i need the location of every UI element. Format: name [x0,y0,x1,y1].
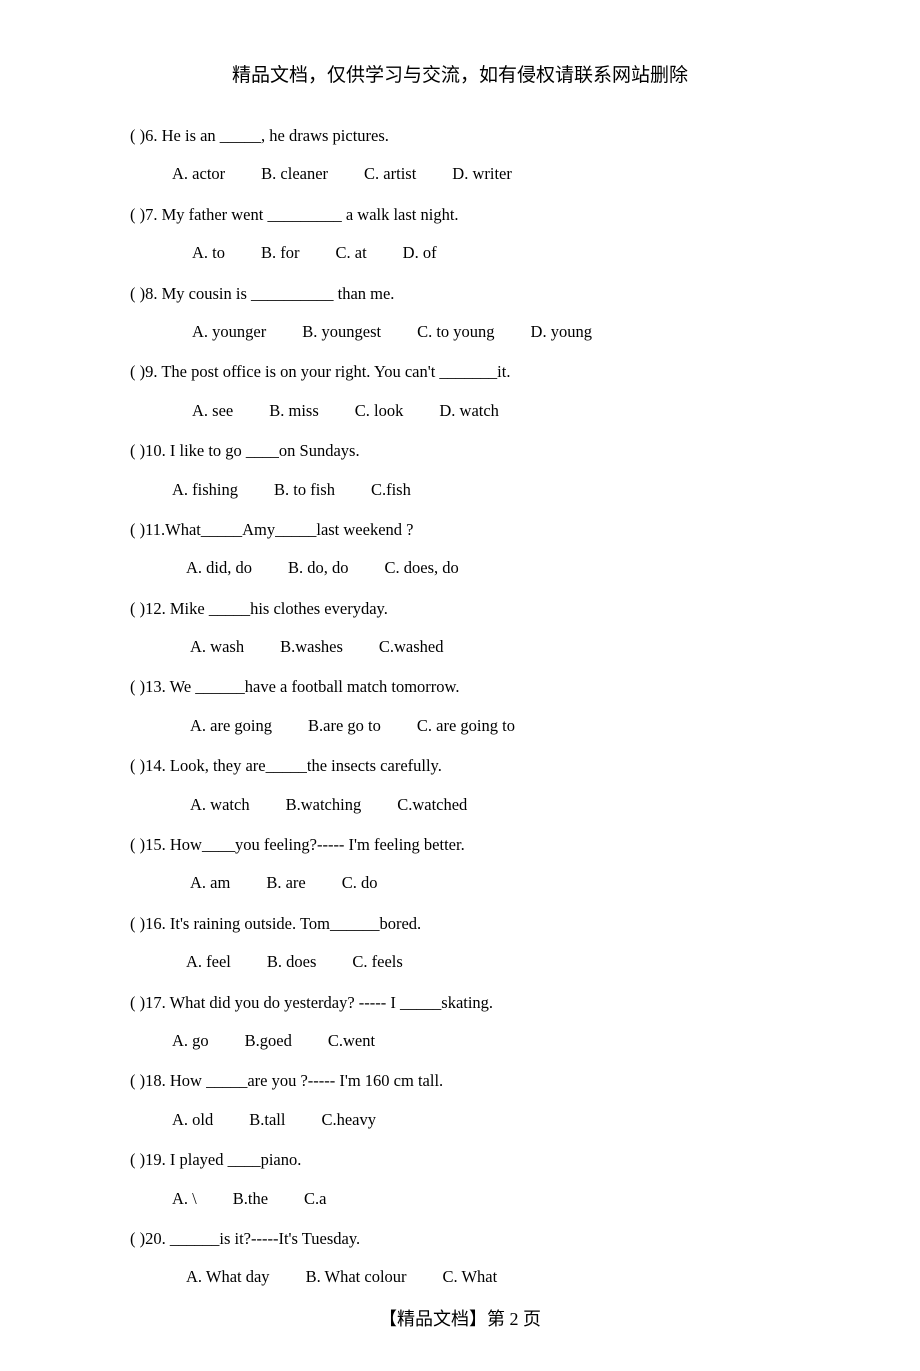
option: B.the [233,1186,268,1212]
option: A. \ [172,1186,197,1212]
option: A. am [190,870,230,896]
questions-container: ( )6. He is an _____, he draws pictures.… [130,123,790,1291]
question-13: ( )13. We ______have a football match to… [130,674,790,739]
option: C. What [443,1264,498,1290]
option: A. feel [186,949,231,975]
question-14: ( )14. Look, they are_____the insects ca… [130,753,790,818]
option: A. see [192,398,233,424]
question-prompt: ( )17. What did you do yesterday? ----- … [130,990,790,1016]
option: A. fishing [172,477,238,503]
question-prompt: ( )16. It's raining outside. Tom______bo… [130,911,790,937]
question-options: A. \ B.the C.a [130,1186,790,1212]
option: D. young [531,319,592,345]
option: C. does, do [385,555,459,581]
question-prompt: ( )18. How _____are you ?----- I'm 160 c… [130,1068,790,1094]
question-options: A. am B. are C. do [130,870,790,896]
question-prompt: ( )8. My cousin is __________ than me. [130,281,790,307]
option: D. writer [452,161,512,187]
question-options: A. go B.goed C.went [130,1028,790,1054]
option: A. to [192,240,225,266]
question-options: A. watch B.watching C.watched [130,792,790,818]
option: B. to fish [274,477,335,503]
question-19: ( )19. I played ____piano. A. \ B.the C.a [130,1147,790,1212]
option: C. look [355,398,404,424]
question-15: ( )15. How____you feeling?----- I'm feel… [130,832,790,897]
page-footer: 【精品文档】第 2 页 [130,1305,790,1331]
option: B.goed [245,1028,292,1054]
option: C.fish [371,477,411,503]
question-16: ( )16. It's raining outside. Tom______bo… [130,911,790,976]
option: B. are [266,870,305,896]
option: A. did, do [186,555,252,581]
option: C.went [328,1028,375,1054]
page-header: 精品文档，仅供学习与交流，如有侵权请联系网站删除 [130,60,790,87]
question-9: ( )9. The post office is on your right. … [130,359,790,424]
option: B.watching [286,792,362,818]
question-options: A. did, do B. do, do C. does, do [130,555,790,581]
question-7: ( )7. My father went _________ a walk la… [130,202,790,267]
option: C. at [336,240,367,266]
question-prompt: ( )13. We ______have a football match to… [130,674,790,700]
option: C. artist [364,161,416,187]
option: A. go [172,1028,209,1054]
question-options: A. What day B. What colour C. What [130,1264,790,1290]
option: B. What colour [306,1264,407,1290]
option: B. for [261,240,300,266]
question-10: ( )10. I like to go ____on Sundays. A. fi… [130,438,790,503]
question-prompt: ( )15. How____you feeling?----- I'm feel… [130,832,790,858]
question-options: A. see B. miss C. look D. watch [130,398,790,424]
option: B.are go to [308,713,381,739]
question-prompt: ( )12. Mike _____his clothes everyday. [130,596,790,622]
question-prompt: ( )10. I like to go ____on Sundays. [130,438,790,464]
option: A. wash [190,634,244,660]
option: C.a [304,1186,326,1212]
option: A. old [172,1107,213,1133]
option: C. feels [352,949,402,975]
option: A. are going [190,713,272,739]
question-options: A. old B.tall C.heavy [130,1107,790,1133]
page-container: 精品文档，仅供学习与交流，如有侵权请联系网站删除 ( )6. He is an … [0,0,920,1371]
option: C. do [342,870,378,896]
option: C.heavy [321,1107,376,1133]
question-options: A. actor B. cleaner C. artist D. writer [130,161,790,187]
question-options: A. to B. for C. at D. of [130,240,790,266]
option: B. does [267,949,317,975]
option: B.tall [249,1107,285,1133]
option: C.watched [397,792,467,818]
option: B. youngest [302,319,381,345]
question-prompt: ( )11.What_____Amy_____last weekend ? [130,517,790,543]
question-6: ( )6. He is an _____, he draws pictures.… [130,123,790,188]
question-prompt: ( )6. He is an _____, he draws pictures. [130,123,790,149]
question-18: ( )18. How _____are you ?----- I'm 160 c… [130,1068,790,1133]
question-8: ( )8. My cousin is __________ than me. A.… [130,281,790,346]
question-prompt: ( )19. I played ____piano. [130,1147,790,1173]
question-options: A. fishing B. to fish C.fish [130,477,790,503]
option: C. are going to [417,713,515,739]
option: B. do, do [288,555,349,581]
question-prompt: ( )9. The post office is on your right. … [130,359,790,385]
question-prompt: ( )7. My father went _________ a walk la… [130,202,790,228]
question-12: ( )12. Mike _____his clothes everyday. A.… [130,596,790,661]
question-prompt: ( )20. ______is it?-----It's Tuesday. [130,1226,790,1252]
question-17: ( )17. What did you do yesterday? ----- … [130,990,790,1055]
option: B.washes [280,634,343,660]
option: B. miss [269,398,319,424]
option: B. cleaner [261,161,328,187]
option: C. to young [417,319,494,345]
question-11: ( )11.What_____Amy_____last weekend ? A. … [130,517,790,582]
question-20: ( )20. ______is it?-----It's Tuesday. A. … [130,1226,790,1291]
question-options: A. are going B.are go to C. are going to [130,713,790,739]
question-options: A. younger B. youngest C. to young D. young [130,319,790,345]
option: A. younger [192,319,266,345]
option: A. What day [186,1264,270,1290]
option: D. watch [439,398,499,424]
option: A. watch [190,792,250,818]
question-prompt: ( )14. Look, they are_____the insects ca… [130,753,790,779]
question-options: A. wash B.washes C.washed [130,634,790,660]
option: D. of [403,240,437,266]
option: C.washed [379,634,444,660]
question-options: A. feel B. does C. feels [130,949,790,975]
option: A. actor [172,161,225,187]
